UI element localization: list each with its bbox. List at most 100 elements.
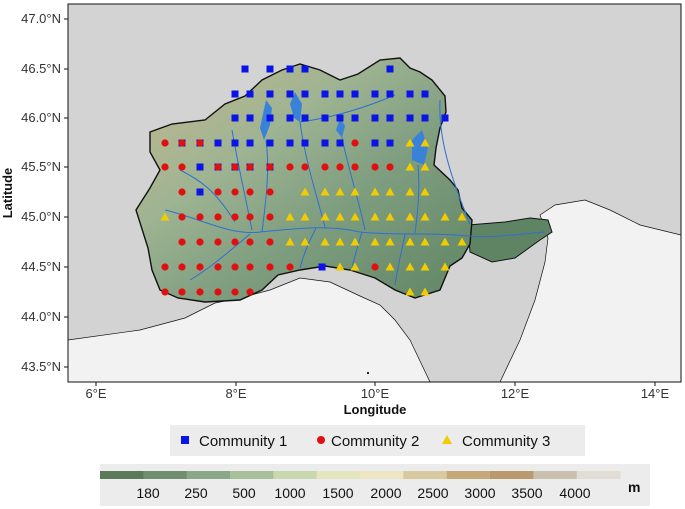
community-1-point xyxy=(371,139,379,147)
x-tick-label: 14°E xyxy=(641,386,670,401)
community-3-point xyxy=(320,212,330,221)
community-3-label: Community 3 xyxy=(462,433,550,450)
community-2-point xyxy=(286,263,294,271)
river-trebbia xyxy=(299,227,317,269)
community-2-point xyxy=(246,163,254,171)
river-adige xyxy=(439,99,471,225)
river-tanaro xyxy=(189,233,251,281)
community-3-point xyxy=(420,187,430,196)
community-3-point xyxy=(440,262,450,271)
community-1-point xyxy=(371,90,379,98)
community-2-point xyxy=(266,163,274,171)
community-1-point xyxy=(421,114,429,122)
community-1-point xyxy=(301,139,309,147)
community-2-point xyxy=(266,213,274,221)
community-1-point xyxy=(318,263,326,271)
community-1-point xyxy=(336,114,344,122)
community-2-point xyxy=(178,288,186,296)
community-1-point xyxy=(386,90,394,98)
rivers xyxy=(164,94,546,286)
colorbar-swatch xyxy=(490,471,534,479)
community-3-point xyxy=(300,212,310,221)
river-sondrio xyxy=(299,94,396,123)
community-2-point xyxy=(214,288,222,296)
community-1-point xyxy=(351,114,359,122)
community-3-marker xyxy=(442,435,452,444)
community-2-point xyxy=(286,163,294,171)
community-2-point xyxy=(214,263,222,271)
colorbar-label: 500 xyxy=(232,485,256,501)
community-2-point xyxy=(178,238,186,246)
river-dora xyxy=(179,169,236,223)
community-2-point xyxy=(351,163,359,171)
community-3-point xyxy=(385,237,395,246)
x-axis: 6°E 8°E 10°E 12°E 14°E xyxy=(85,382,669,401)
grid-points xyxy=(160,65,467,296)
community-1-point xyxy=(386,139,394,147)
community-2-point xyxy=(336,163,344,171)
y-tick-label: 46.5°N xyxy=(21,61,61,76)
community-3-point xyxy=(420,162,430,171)
community-1-point xyxy=(321,114,329,122)
community-2-point xyxy=(231,188,239,196)
community-3-point xyxy=(370,237,380,246)
river-mincio xyxy=(414,164,420,234)
y-tick-label: 43.5°N xyxy=(21,359,61,374)
community-2-label: Community 2 xyxy=(331,433,419,450)
y-tick-label: 44.5°N xyxy=(21,259,61,274)
community-3-point xyxy=(350,212,360,221)
community-1-point xyxy=(441,114,449,122)
community-1-point xyxy=(231,114,239,122)
community-2-point xyxy=(196,263,204,271)
community-3-point xyxy=(300,237,310,246)
ligurian-sea xyxy=(68,277,431,382)
community-3-point xyxy=(285,212,295,221)
community-3-point xyxy=(420,212,430,221)
x-tick-label: 6°E xyxy=(85,386,106,401)
community-1-point xyxy=(266,90,274,98)
community-2-point xyxy=(266,238,274,246)
colorbar-labels: 180 250 500 1000 1500 2000 2500 3000 3500 4000 xyxy=(136,485,590,501)
community-3-point xyxy=(420,287,430,296)
colorbar-swatch xyxy=(143,471,188,479)
community-3-point xyxy=(320,187,330,196)
community-3-point xyxy=(405,138,415,147)
community-3-point xyxy=(405,262,415,271)
community-2-point xyxy=(371,263,379,271)
community-3-point xyxy=(385,212,395,221)
po-delta xyxy=(467,217,553,263)
community-1-point xyxy=(266,139,274,147)
community-1-label: Community 1 xyxy=(199,433,287,450)
community-3-point xyxy=(285,237,295,246)
y-tick-label: 46.0°N xyxy=(21,110,61,125)
colorbar-swatches xyxy=(100,471,621,479)
elevation-colorbar: 180 250 500 1000 1500 2000 2500 3000 3500 4000 m xyxy=(100,464,650,506)
y-tick-label: 47.0°N xyxy=(21,11,61,26)
po-river xyxy=(164,209,546,238)
x-axis-title: Longitude xyxy=(344,402,407,417)
community-2-point xyxy=(351,139,359,147)
community-2-point xyxy=(196,213,204,221)
community-1-point xyxy=(286,65,294,73)
colorbar-swatch xyxy=(576,471,621,479)
adriatic-sea xyxy=(499,199,681,382)
x-tick-label: 8°E xyxy=(225,386,246,401)
river-secchia xyxy=(394,233,406,286)
community-1-point xyxy=(406,114,414,122)
community-3-point xyxy=(335,237,345,246)
community-2-point xyxy=(178,263,186,271)
community-3-point xyxy=(420,237,430,246)
community-2-point xyxy=(196,288,204,296)
community-2-point xyxy=(301,163,309,171)
community-3-point xyxy=(385,187,395,196)
colorbar-label: 2000 xyxy=(370,485,401,501)
community-legend: Community 1 Community 2 Community 3 xyxy=(170,425,585,456)
island-mark xyxy=(367,372,369,374)
community-2-point xyxy=(214,238,222,246)
community-3-point xyxy=(160,212,170,221)
community-2-point xyxy=(386,163,394,171)
community-2-marker xyxy=(317,436,325,444)
community-2-point xyxy=(161,139,169,147)
river-taro xyxy=(351,231,363,269)
